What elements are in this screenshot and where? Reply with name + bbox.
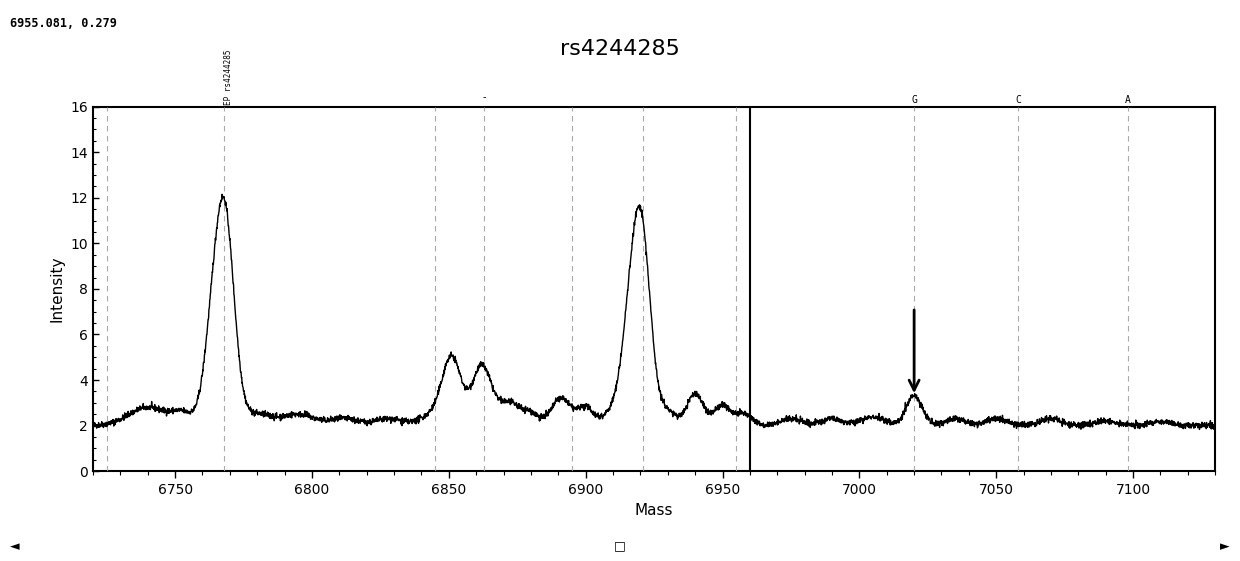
Text: EP rs4244285: EP rs4244285 (224, 50, 233, 105)
Y-axis label: Intensity: Intensity (50, 256, 64, 322)
Text: □: □ (614, 539, 626, 552)
Text: G: G (911, 95, 918, 105)
Text: -: - (482, 92, 486, 102)
Text: A: A (1125, 95, 1131, 105)
Text: 6955.081, 0.279: 6955.081, 0.279 (10, 17, 117, 30)
Text: ►: ► (1220, 540, 1230, 554)
Text: ◄: ◄ (10, 540, 20, 554)
Text: rs4244285: rs4244285 (560, 39, 680, 59)
Text: C: C (1016, 95, 1021, 105)
X-axis label: Mass: Mass (635, 503, 673, 518)
